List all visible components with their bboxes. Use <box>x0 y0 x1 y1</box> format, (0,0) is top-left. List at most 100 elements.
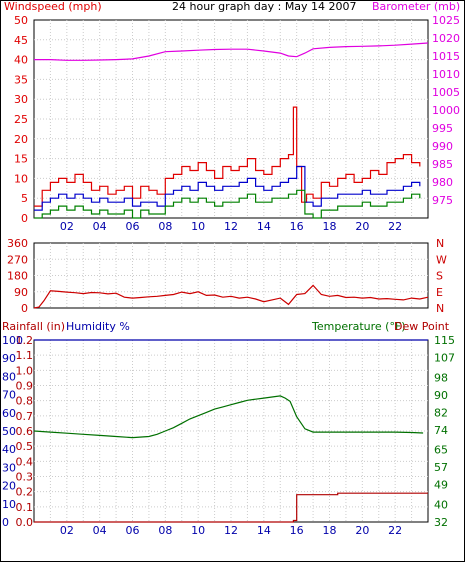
compass-label: N <box>436 302 444 315</box>
humidity-tick-label: 60 <box>2 407 16 420</box>
windspeed-tick-label: 15 <box>14 153 28 166</box>
x-tick-label: 02 <box>60 524 74 537</box>
rain-humidity-temperature-panel: 02 04 06 08 10 12 14 16 18 20 22 0.0 0.1 0.2 0.3 0.4 0.5… <box>2 334 455 537</box>
humidity-tick-label: 20 <box>2 480 16 493</box>
direction-tick-label: 0 <box>21 302 28 315</box>
rainfall-tick-label: 0.6 <box>16 425 34 438</box>
barometer-tick-label: 1010 <box>432 68 460 81</box>
compass-label: S <box>436 270 443 283</box>
rainfall-tick-label: 0.5 <box>16 440 34 453</box>
direction-tick-label: 360 <box>7 237 28 250</box>
humidity-tick-label: 10 <box>2 498 16 511</box>
x-tick-label: 02 <box>60 220 74 233</box>
rainfall-tick-label: 0.7 <box>16 410 34 423</box>
x-tick-label: 10 <box>191 220 205 233</box>
barometer-tick-label: 995 <box>432 122 453 135</box>
temperature-tick-label: 115 <box>434 334 455 347</box>
barometer-axis-label: Barometer (mb) <box>372 0 460 13</box>
wind-low-line <box>34 189 421 219</box>
humidity-tick-label: 30 <box>2 461 16 474</box>
windspeed-tick-label: 0 <box>21 212 28 225</box>
x-tick-label: 22 <box>388 524 402 537</box>
humidity-tick-label: 70 <box>2 389 16 402</box>
wind-average-line <box>34 165 421 211</box>
rainfall-tick-label: 0.3 <box>16 471 34 484</box>
barometer-tick-label: 1000 <box>432 104 460 117</box>
barometer-tick-label: 975 <box>432 194 453 207</box>
rainfall-tick-label: 0.4 <box>16 455 34 468</box>
wind-direction-line <box>33 284 429 309</box>
x-tick-label: 16 <box>290 524 304 537</box>
rainfall-tick-label: 1.1 <box>16 349 34 362</box>
x-tick-label: 04 <box>93 524 107 537</box>
rainfall-tick-label: 0.8 <box>16 395 34 408</box>
temperature-axis-label: Temperature (°F) <box>311 320 406 333</box>
graph-title: 24 hour graph day : May 14 2007 <box>172 0 357 13</box>
windspeed-tick-label: 45 <box>14 34 28 47</box>
x-tick-label: 10 <box>191 524 205 537</box>
humidity-tick-label: 0 <box>2 516 9 529</box>
temperature-tick-label: 90 <box>434 389 448 402</box>
x-tick-label: 06 <box>126 220 140 233</box>
windspeed-tick-label: 35 <box>14 73 28 86</box>
x-tick-label: 14 <box>257 220 271 233</box>
x-tick-label: 08 <box>158 524 172 537</box>
rainfall-tick-label: 0.2 <box>16 486 34 499</box>
humidity-tick-label: 100 <box>2 334 23 347</box>
humidity-tick-label: 90 <box>2 352 16 365</box>
windspeed-tick-label: 25 <box>14 113 28 126</box>
temperature-tick-label: 65 <box>434 444 448 457</box>
windspeed-tick-label: 5 <box>21 192 28 205</box>
rainfall-axis-label: Rainfall (in) <box>2 320 65 333</box>
temperature-tick-label: 74 <box>434 424 448 437</box>
barometer-tick-label: 1025 <box>432 14 460 27</box>
x-tick-label: 12 <box>224 524 238 537</box>
compass-label: W <box>436 253 447 266</box>
barometer-tick-label: 990 <box>432 140 453 153</box>
wind-direction-panel: 0 N 90 E 180 S 270 W 360 N <box>7 237 447 315</box>
rainfall-tick-label: 0.9 <box>16 380 34 393</box>
barometer-tick-label: 1005 <box>432 86 460 99</box>
windspeed-tick-label: 50 <box>14 14 28 27</box>
x-tick-label: 14 <box>257 524 271 537</box>
direction-tick-label: 270 <box>7 253 28 266</box>
windspeed-axis-label: Windspeed (mph) <box>4 0 102 13</box>
barometer-tick-label: 1020 <box>432 32 460 45</box>
rainfall-tick-label: 0.0 <box>16 516 34 529</box>
temperature-tick-label: 49 <box>434 479 448 492</box>
x-tick-label: 22 <box>388 220 402 233</box>
x-tick-label: 18 <box>323 524 337 537</box>
windspeed-tick-label: 20 <box>14 133 28 146</box>
temperature-tick-label: 98 <box>434 371 448 384</box>
dewpoint-axis-label: Dew Point <box>394 320 450 333</box>
temperature-line <box>33 395 424 439</box>
rainfall-tick-label: 0.1 <box>16 501 34 514</box>
wind-barometer-panel: 02 04 06 08 10 12 14 16 18 20 22051015202530354045… <box>14 14 460 233</box>
x-tick-label: 16 <box>290 220 304 233</box>
compass-label: E <box>436 286 443 299</box>
rainfall-tick-label: 1.0 <box>16 364 34 377</box>
x-tick-label: 18 <box>323 220 337 233</box>
windspeed-tick-label: 30 <box>14 93 28 106</box>
x-tick-label: 08 <box>158 220 172 233</box>
direction-tick-label: 180 <box>7 270 28 283</box>
barometer-line <box>34 42 429 61</box>
temperature-tick-label: 40 <box>434 498 448 511</box>
humidity-tick-label: 40 <box>2 443 16 456</box>
temperature-tick-label: 57 <box>434 461 448 474</box>
temperature-tick-label: 82 <box>434 406 448 419</box>
rainfall-line <box>34 492 428 523</box>
compass-label: N <box>436 237 444 250</box>
x-tick-label: 20 <box>355 220 369 233</box>
rainfall-tick-label: 1.2 <box>16 334 34 347</box>
humidity-axis-label: Humidity % <box>66 320 130 333</box>
x-tick-label: 12 <box>224 220 238 233</box>
windspeed-line <box>34 106 421 207</box>
x-tick-label: 04 <box>93 220 107 233</box>
temperature-tick-label: 107 <box>434 352 455 365</box>
barometer-tick-label: 980 <box>432 176 453 189</box>
windspeed-tick-label: 10 <box>14 172 28 185</box>
barometer-tick-label: 1015 <box>432 50 460 63</box>
